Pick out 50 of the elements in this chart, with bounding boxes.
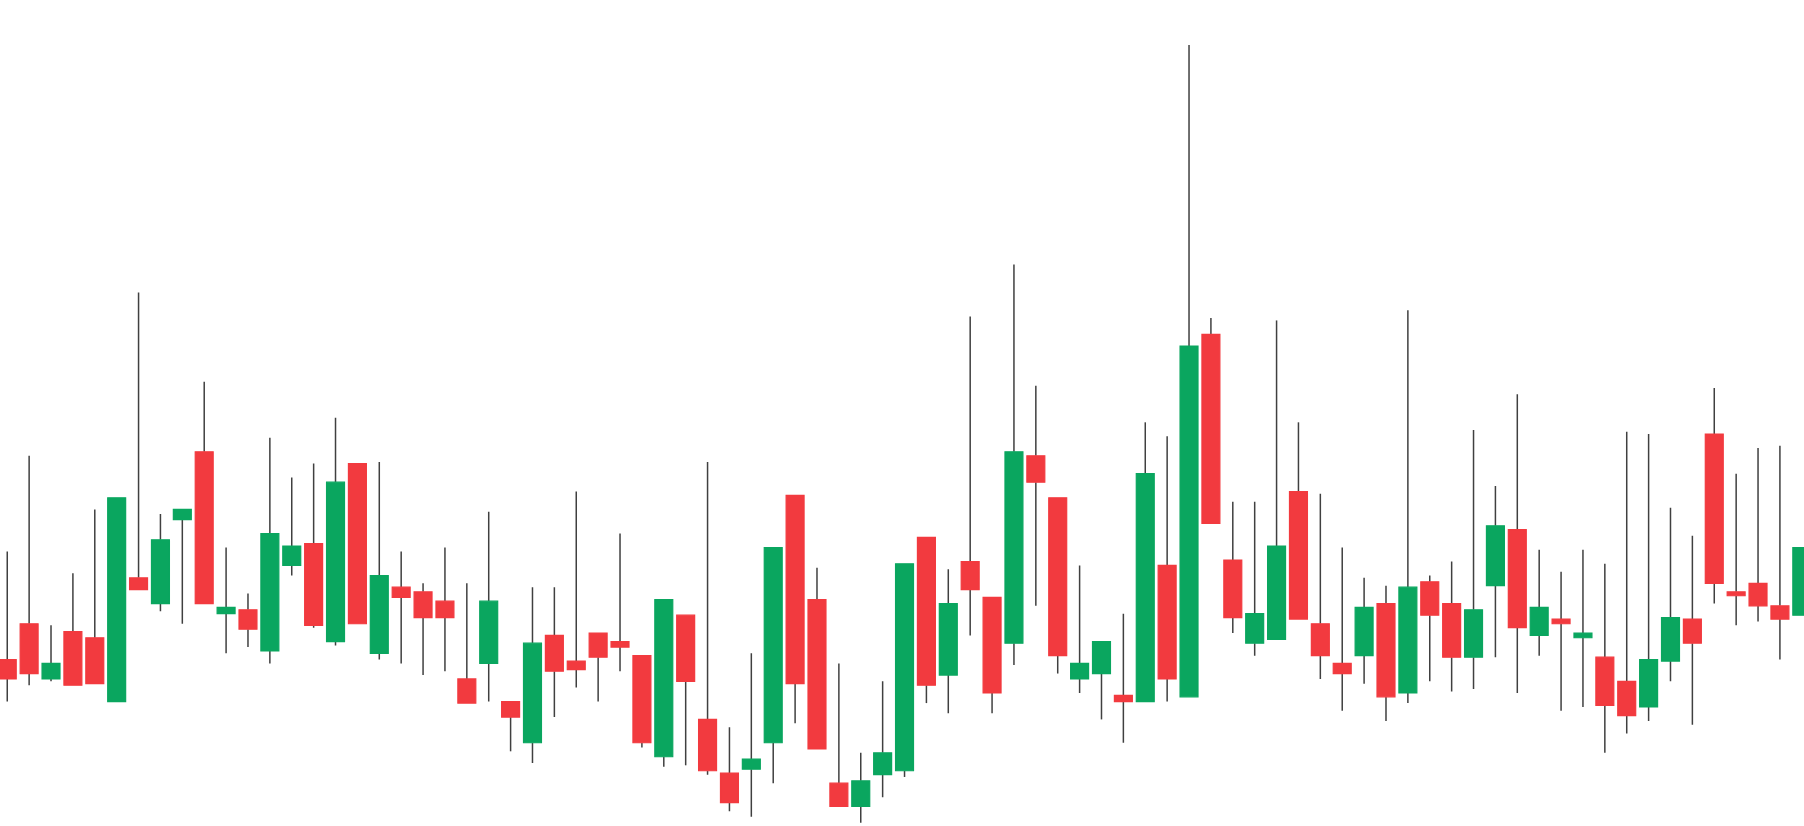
candlestick (107, 497, 127, 703)
candlestick (719, 726, 740, 812)
candlestick (41, 624, 61, 683)
candlestick (150, 513, 171, 613)
candlestick (522, 586, 543, 764)
candlestick (1507, 393, 1527, 694)
candlestick (1223, 500, 1243, 634)
candlestick (194, 381, 214, 605)
candlestick (676, 614, 696, 767)
candlestick (1179, 44, 1199, 698)
candlestick (347, 462, 367, 625)
candlestick (1288, 421, 1309, 620)
candlestick (1113, 612, 1133, 744)
candlestick (938, 568, 958, 714)
candlestick (697, 461, 718, 776)
candlestick (1551, 570, 1571, 712)
candlestick (457, 582, 477, 704)
candlestick (216, 546, 236, 655)
candlestick (654, 599, 674, 768)
candlestick (1157, 435, 1177, 703)
candlestick (851, 752, 871, 824)
candlestick (982, 596, 1002, 714)
candlestick (1135, 421, 1155, 703)
candlestick (1201, 317, 1221, 525)
candlestick (1463, 429, 1484, 690)
candlestick (829, 662, 849, 808)
candlestick (1704, 387, 1724, 605)
candlestick (1004, 263, 1024, 666)
candlestick (304, 462, 324, 629)
candlestick (1485, 485, 1505, 658)
candlestick (369, 461, 389, 661)
candlestick (1354, 577, 1374, 685)
candlestick (1026, 385, 1046, 607)
candlestick (763, 546, 783, 784)
candlestick (1529, 549, 1549, 657)
candlestick (1682, 535, 1702, 726)
candlestick (632, 655, 652, 749)
candlestick (1376, 584, 1396, 722)
candlestick (1573, 549, 1593, 708)
candlestick (1310, 493, 1330, 680)
candlestick (1332, 546, 1352, 712)
candlestick (238, 592, 258, 648)
candlestick (501, 700, 521, 753)
candlestick (960, 315, 980, 637)
candlestick (1398, 309, 1418, 704)
candlestick (741, 652, 761, 818)
candlestick (172, 508, 192, 625)
candlestick (479, 511, 499, 703)
candlestick (128, 291, 149, 591)
candlestick (325, 416, 346, 647)
